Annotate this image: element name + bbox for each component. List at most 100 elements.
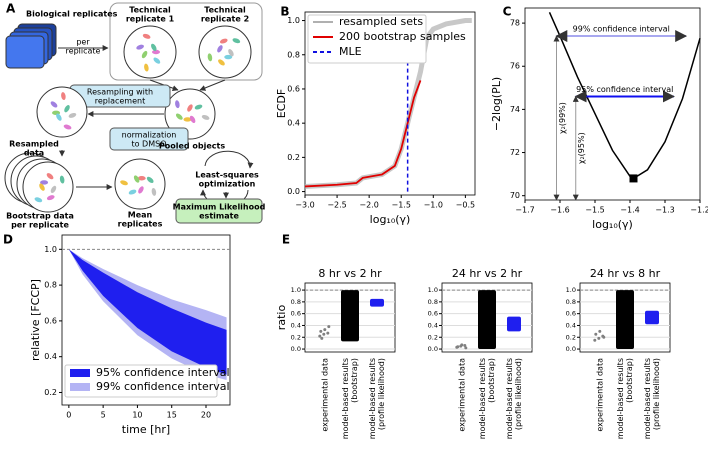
plot-frame	[304, 11, 476, 196]
data-point	[456, 345, 460, 349]
x-tick-label: (bootstrap)	[350, 358, 359, 403]
cell	[228, 49, 234, 57]
band	[68, 249, 227, 375]
x-tick-label: model-based results	[478, 358, 487, 439]
label: log₁₀(γ)	[592, 218, 633, 231]
dish	[198, 25, 252, 79]
y-tick-label: 0.8	[291, 298, 301, 306]
x-tick-label: −3.0	[295, 201, 314, 210]
legend-swatch	[70, 369, 90, 377]
dish	[114, 158, 166, 210]
data-point	[322, 332, 326, 336]
y-tick-label: 1.0	[287, 16, 300, 25]
cell	[151, 187, 157, 196]
y-tick-label: 0.8	[428, 298, 438, 306]
x-tick-label: −0.5	[456, 201, 475, 210]
y-tick-label: 0.8	[44, 281, 57, 290]
x-tick-label: (profile likelihood)	[377, 358, 386, 430]
y-tick-label: 0.4	[44, 352, 57, 361]
y-tick-label: 1.0	[44, 245, 57, 254]
y-tick-label: 1.0	[428, 286, 438, 294]
x-tick-label: 0	[66, 411, 71, 420]
cell	[141, 50, 148, 59]
y-tick-label: 0.4	[291, 321, 301, 329]
dish	[36, 86, 88, 138]
cell	[64, 105, 70, 113]
y-tick-label: 78	[510, 19, 520, 28]
range-box	[645, 310, 659, 325]
y-tick-label: 0.2	[44, 388, 57, 397]
range-box	[507, 316, 521, 332]
y-tick-label: 0.6	[291, 310, 301, 318]
dish	[22, 161, 74, 213]
y-tick-label: 0.4	[428, 321, 438, 329]
x-tick-label: −2.0	[359, 201, 378, 210]
x-tick-label: experimental data	[457, 358, 466, 432]
label: Resampling with	[87, 88, 153, 97]
plot-frame	[524, 7, 701, 201]
y-tick-label: 0.0	[566, 345, 576, 353]
y-tick-label: 0.6	[287, 84, 300, 93]
plot-frame	[304, 282, 396, 353]
cell	[146, 176, 154, 183]
cell	[59, 175, 65, 184]
cell	[137, 176, 146, 181]
cell	[39, 183, 45, 191]
data-point	[598, 329, 602, 333]
label: Mean	[128, 211, 153, 220]
label: per replicate	[11, 221, 69, 230]
chi-label: χ₂(95%)	[577, 132, 586, 164]
cell	[232, 38, 241, 44]
label: 24 hr vs 8 hr	[590, 267, 661, 280]
cell	[133, 175, 140, 183]
y-tick-label: 0.0	[291, 345, 301, 353]
cell	[68, 112, 77, 118]
step-box	[109, 127, 189, 151]
y-tick-label: 0.8	[287, 50, 300, 59]
cell	[128, 189, 137, 195]
data-point	[593, 338, 597, 342]
label: Biological replicates	[26, 10, 118, 19]
y-tick-label: 0.2	[566, 333, 576, 341]
y-tick-label: 1.0	[566, 286, 576, 294]
x-tick-label: −1.5	[585, 206, 604, 215]
x-tick-label: (profile likelihood)	[652, 358, 661, 430]
x-tick-label: (bootstrap)	[625, 358, 634, 403]
cell	[224, 54, 233, 60]
cell	[207, 53, 213, 62]
technical-box	[109, 2, 263, 81]
label: D	[3, 233, 13, 247]
label: Technical	[204, 6, 246, 15]
x-tick-label: model-based results	[368, 358, 377, 439]
cell	[61, 92, 66, 101]
y-tick-label: 72	[510, 148, 520, 157]
label: Resampled	[9, 140, 59, 149]
label: time [hr]	[122, 423, 170, 436]
cell	[194, 104, 203, 110]
data-point	[597, 336, 601, 340]
legend-label: 99% confidence interval	[96, 380, 230, 393]
label: replicate 1	[126, 15, 175, 24]
cell	[153, 57, 161, 64]
cell	[63, 124, 72, 130]
label: Maximum Likelihood	[173, 203, 266, 212]
plot-frame	[441, 282, 533, 353]
label: per	[76, 38, 90, 47]
label: E	[282, 233, 290, 247]
cell	[187, 104, 193, 112]
dish	[123, 25, 177, 79]
x-tick-label: −1.6	[550, 206, 569, 215]
cell	[142, 33, 151, 39]
y-axis-label: ratio	[275, 305, 288, 331]
y-tick-label: 70	[510, 191, 520, 200]
x-tick-label: (bootstrap)	[487, 358, 496, 403]
x-tick-label: experimental data	[595, 358, 604, 432]
replicate-square	[5, 35, 45, 69]
cell	[120, 180, 128, 186]
x-tick-label: −1.2	[690, 206, 708, 215]
x-tick-label: model-based results	[643, 358, 652, 439]
y-tick-label: 0.2	[287, 153, 300, 162]
cell	[201, 114, 210, 120]
label: Least-squares	[195, 171, 259, 180]
